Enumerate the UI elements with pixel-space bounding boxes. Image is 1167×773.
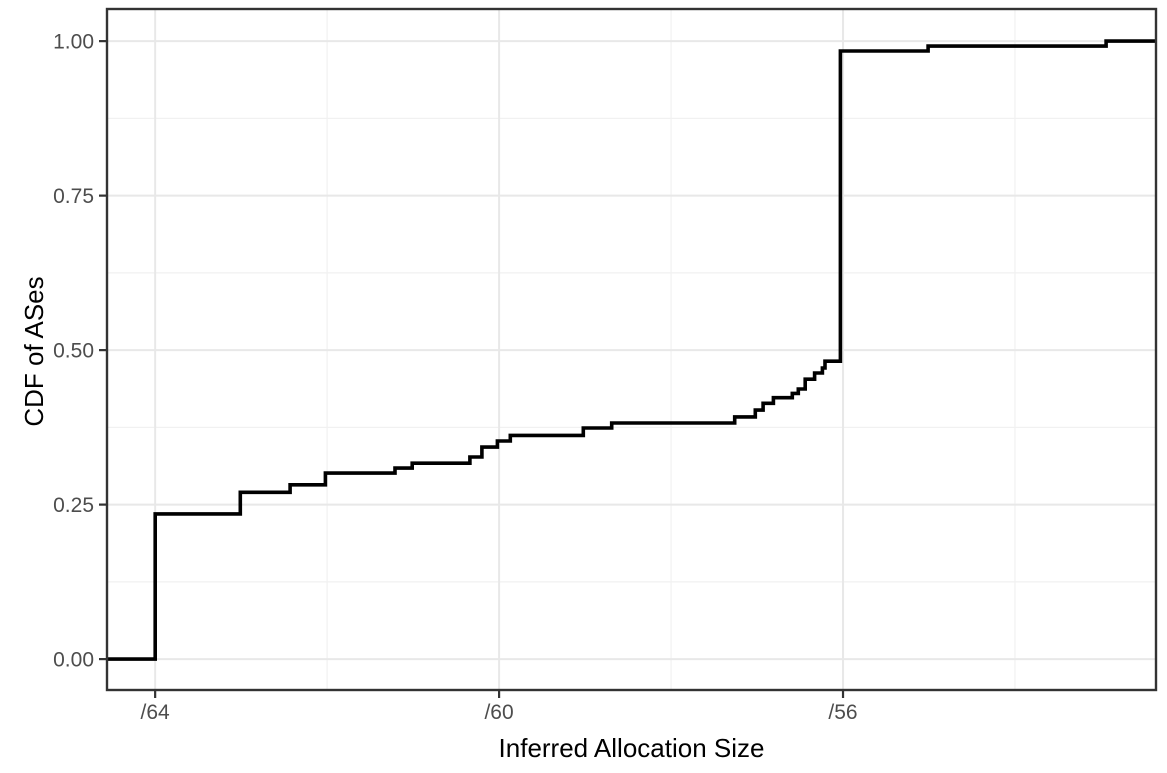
y-tick-label: 0.75 — [53, 185, 94, 208]
panel-border — [105, 7, 1158, 692]
x-tick-label: /60 — [484, 701, 513, 724]
cdf-step-line — [107, 39, 1156, 661]
y-tick-label: 0.00 — [53, 648, 94, 671]
x-tick-label: /56 — [828, 701, 857, 724]
y-tick-label: 1.00 — [53, 30, 94, 53]
y-axis-title: CDF of ASes — [19, 276, 49, 426]
x-tick-label: /64 — [141, 701, 171, 724]
y-tick-label: 0.25 — [53, 494, 94, 517]
y-tick-label: 0.50 — [53, 339, 94, 362]
x-axis-title: Inferred Allocation Size — [499, 733, 765, 763]
